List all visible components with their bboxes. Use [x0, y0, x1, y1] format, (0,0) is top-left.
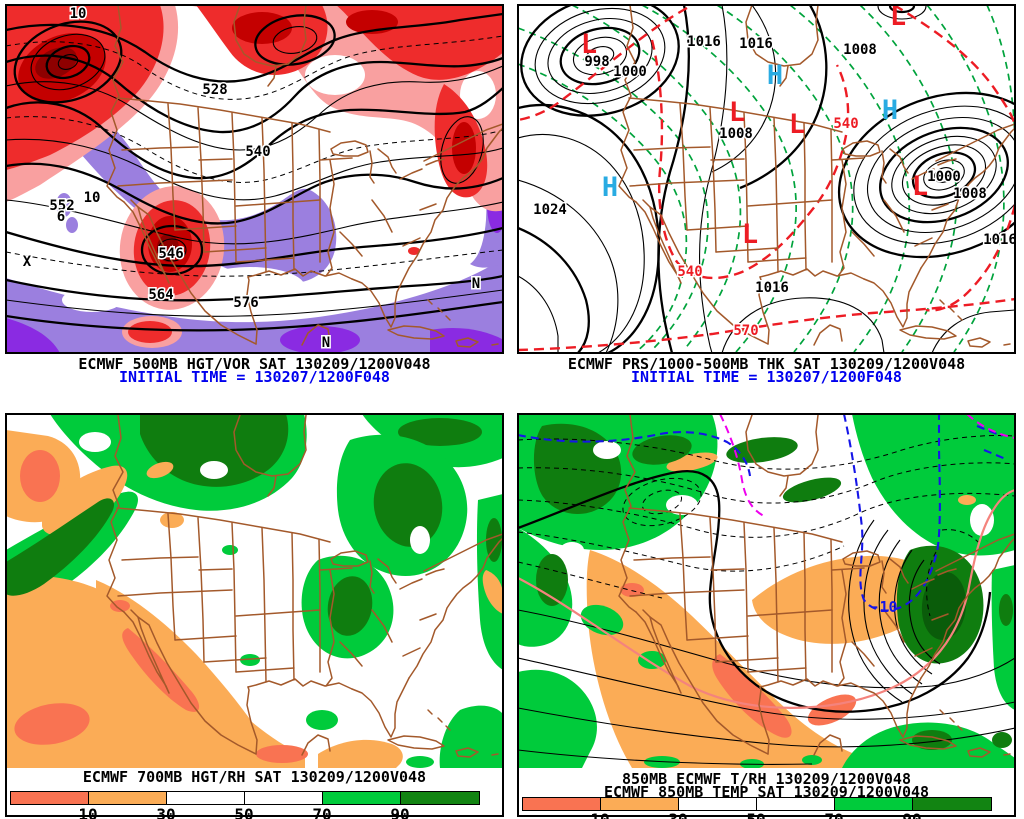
temperature-contours-colored [518, 414, 1015, 709]
low-marker: L [742, 219, 758, 250]
pressure-label: 1008 [953, 186, 987, 202]
colorbar-segment [523, 798, 601, 810]
colorbar-tick: 90 [892, 810, 932, 819]
colorbar-segment [757, 798, 835, 810]
rh-colorbar [10, 791, 480, 805]
high-marker: H [602, 172, 618, 203]
panel-850mb-temp-rh: -10 850MB ECMWF T/RH 130209/1200V048 ECM… [512, 410, 1024, 819]
rh-colorbar [522, 797, 992, 811]
map-border [517, 4, 1016, 354]
colorbar-tick: 50 [234, 805, 254, 819]
pressure-label: 1016 [739, 36, 773, 52]
pressure-label: 1000 [927, 169, 961, 185]
contour-label: 10 [84, 190, 101, 206]
temperature-label: -10 [870, 598, 897, 616]
contour-label: 6 [57, 209, 65, 225]
colorbar-tick: 10 [78, 805, 98, 819]
low-marker: L [581, 29, 597, 60]
rh-orange-shading [6, 430, 503, 768]
map-border [5, 4, 504, 354]
rh-dark-green-cores [533, 423, 1013, 750]
rh-green-band-overlay [6, 432, 430, 596]
pressure-label: 1008 [843, 42, 877, 58]
pressure-label: 1008 [719, 126, 753, 142]
caption-product-2: ECMWF 850MB TEMP SAT 130209/1200V048 [603, 783, 930, 801]
low-marker: L [912, 171, 928, 202]
contour-label: 540 [245, 144, 270, 160]
colorbar-segment [323, 792, 401, 804]
vort-min-marker: N [322, 335, 330, 351]
temperature-contours-black [518, 435, 1015, 765]
contour-label: 10 [70, 6, 87, 22]
pressure-labels: 998 1000 1016 1016 1008 1008 1024 1016 1… [532, 33, 1017, 341]
colorbar-segment [601, 798, 679, 810]
vort-min-marker: N [472, 276, 480, 292]
colorbar-tick: 30 [156, 805, 176, 819]
colorbar-segment [401, 792, 479, 804]
high-marker: H [767, 60, 783, 91]
caption-product: ECMWF 700MB HGT/RH SAT 130209/1200V048 [82, 768, 427, 786]
colorbar-tick: 10 [580, 810, 620, 819]
pressure-label: 1016 [983, 232, 1017, 248]
contour-label: 528 [202, 82, 227, 98]
caption-product: ECMWF PRS/1000-500MB THK SAT 130209/1200… [567, 355, 966, 373]
low-marker: L [729, 97, 745, 128]
colorbar-segment [167, 792, 245, 804]
thickness-label: 540 [677, 264, 702, 280]
rh-orange-shading [586, 452, 976, 768]
colorbar-segment [835, 798, 913, 810]
panel-border [517, 413, 1016, 817]
panel-500mb-height-vorticity: 540 546 552 564 576 528 10 10 6 N N X EC… [0, 0, 512, 410]
panel-700mb-rh: ECMWF 700MB HGT/RH SAT 130209/1200V048 1… [0, 410, 512, 819]
pressure-label: 998 [584, 54, 609, 70]
pressure-label: 1024 [533, 202, 567, 218]
pressure-label: 1000 [613, 64, 647, 80]
height-contours [6, 12, 503, 332]
pressure-center-markers: L L L L L L H H H [581, 1, 928, 250]
low-marker: L [789, 109, 805, 140]
colorbar-segment [89, 792, 167, 804]
caption-initial-time: INITIAL TIME = 130207/1200F048 [631, 368, 902, 386]
thickness-label: 540 [833, 116, 858, 132]
contour-label: 552 [49, 198, 74, 214]
contour-labels: 540 546 552 564 576 528 10 10 6 N N X [21, 5, 481, 353]
caption-product: ECMWF 500MB HGT/VOR SAT 130209/1200V048 [78, 355, 431, 373]
colorbar-tick: 50 [736, 810, 776, 819]
pressure-label: 1016 [687, 34, 721, 50]
low-marker: L [890, 1, 906, 32]
contour-label: 576 [233, 295, 258, 311]
caption-initial-time: INITIAL TIME = 130207/1200F048 [119, 368, 390, 386]
colorbar-tick: 70 [312, 805, 332, 819]
colorbar-segment [679, 798, 757, 810]
caption-product: 850MB ECMWF T/RH 130209/1200V048 [622, 770, 911, 788]
colorbar-tick: 90 [390, 805, 410, 819]
colorbar-tick: 30 [658, 810, 698, 819]
colorbar-segment [913, 798, 991, 810]
vort-max-marker: X [23, 254, 32, 270]
thickness-label: 570 [733, 323, 758, 339]
panel-border [5, 413, 504, 817]
colorbar-segment [11, 792, 89, 804]
contour-label: 546 [158, 246, 183, 262]
thickness-contours-red [518, 5, 1015, 352]
colorbar-segment [245, 792, 323, 804]
pressure-label: 1016 [755, 280, 789, 296]
panel-mslp-thickness: 998 1000 1016 1016 1008 1008 1024 1016 1… [512, 0, 1024, 410]
colorbar-tick: 70 [814, 810, 854, 819]
contour-label: 564 [148, 287, 173, 303]
high-marker: H [882, 95, 898, 126]
